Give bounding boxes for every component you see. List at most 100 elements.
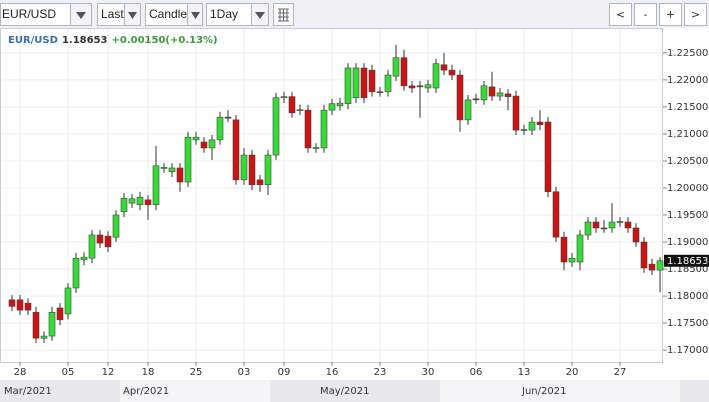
candle-body bbox=[552, 191, 560, 238]
candle-body bbox=[112, 214, 120, 238]
x-tick-label: 23 bbox=[374, 367, 387, 378]
nav-button-box bbox=[634, 3, 657, 26]
nav-button-box bbox=[609, 3, 632, 26]
candle-body bbox=[616, 221, 624, 223]
candle-body bbox=[472, 98, 480, 101]
candle-body bbox=[120, 197, 128, 213]
x-tick-label: 25 bbox=[190, 367, 203, 378]
y-tick-label: 1.17000 bbox=[667, 345, 708, 356]
candle-body bbox=[192, 136, 200, 141]
candle-body bbox=[336, 102, 344, 107]
period-label: Mar/2021 bbox=[4, 386, 52, 397]
candle-body bbox=[40, 335, 48, 339]
period-band bbox=[440, 380, 680, 402]
candle-body bbox=[32, 311, 40, 339]
y-tick-label: 1.21500 bbox=[667, 102, 708, 113]
nav-button[interactable]: - bbox=[634, 3, 657, 26]
candle-body bbox=[640, 241, 648, 269]
candle-body bbox=[256, 179, 264, 186]
y-tick-label: 1.20000 bbox=[667, 183, 708, 194]
settings-button[interactable] bbox=[273, 3, 294, 26]
y-tick-label: 1.19000 bbox=[667, 237, 708, 248]
nav-button-text: + bbox=[666, 8, 675, 21]
candle-body bbox=[128, 198, 136, 204]
candle-body bbox=[232, 119, 240, 181]
candle-body bbox=[272, 97, 280, 156]
header: EUR/USD 1.18653 +0.00150(+0.13%) bbox=[8, 35, 218, 46]
candle-body bbox=[80, 256, 88, 261]
price-type-text: Last bbox=[101, 7, 124, 21]
y-tick-label: 1.17500 bbox=[667, 318, 708, 329]
candle-body bbox=[584, 221, 592, 236]
x-tick-label: 20 bbox=[566, 367, 579, 378]
x-tick-label: 18 bbox=[142, 367, 155, 378]
x-tick-label: 06 bbox=[470, 367, 483, 378]
labels: 1.17000 1.17500 1.18000 1.18500 1.19000 1.195… bbox=[4, 48, 709, 397]
header-change: +0.00150(+0.13%) bbox=[111, 35, 217, 46]
candle-body bbox=[136, 196, 144, 206]
candle-body bbox=[168, 167, 176, 173]
candle-body bbox=[16, 299, 24, 311]
candle-body bbox=[624, 221, 632, 229]
candle-body bbox=[64, 287, 72, 315]
symbol-select[interactable]: EUR/USD bbox=[0, 3, 92, 26]
style-select[interactable]: Candle bbox=[145, 3, 203, 26]
header-symbol: EUR/USD bbox=[8, 35, 58, 46]
x-tick-label: 13 bbox=[518, 367, 531, 378]
candle-body bbox=[200, 141, 208, 149]
candle-body bbox=[536, 121, 544, 126]
candle-body bbox=[608, 221, 616, 229]
candle-body bbox=[368, 69, 376, 93]
toolbar: EUR/USD Last Candle 1Day bbox=[0, 3, 294, 26]
x-tick-label: 12 bbox=[102, 367, 115, 378]
nav-buttons: < - + > bbox=[609, 3, 707, 26]
last-price-box bbox=[664, 254, 709, 267]
nav-button[interactable]: > bbox=[684, 3, 707, 26]
candle-body bbox=[312, 147, 320, 149]
candle-body bbox=[160, 167, 168, 169]
candle-body bbox=[568, 257, 576, 263]
candle-body bbox=[576, 234, 584, 263]
candle-body bbox=[88, 234, 96, 259]
candle-body bbox=[264, 154, 272, 186]
period-label: May/2021 bbox=[320, 386, 370, 397]
candle-body bbox=[592, 221, 600, 229]
y-tick-label: 1.20500 bbox=[667, 156, 708, 167]
candle-body bbox=[8, 299, 16, 307]
candle-body bbox=[424, 84, 432, 89]
interval-text: 1Day bbox=[210, 7, 238, 21]
candle-body bbox=[72, 257, 80, 289]
candle-body bbox=[440, 64, 448, 71]
y-tick-label: 1.22000 bbox=[667, 75, 708, 86]
x-tick-label: 16 bbox=[326, 367, 339, 378]
candle-body bbox=[432, 63, 440, 89]
candle-body bbox=[144, 199, 152, 206]
nav-button[interactable]: < bbox=[609, 3, 632, 26]
symbol-text: EUR/USD bbox=[2, 7, 56, 21]
nav-button-box bbox=[684, 3, 707, 26]
period-band bbox=[120, 380, 270, 402]
period-label: Apr/2021 bbox=[123, 386, 169, 397]
x-tick-label: 09 bbox=[278, 367, 291, 378]
y-tick-label: 1.19500 bbox=[667, 210, 708, 221]
candle-body bbox=[512, 95, 520, 131]
price-type-select[interactable]: Last bbox=[97, 3, 141, 26]
candle-body bbox=[296, 109, 304, 111]
candle-body bbox=[416, 85, 424, 88]
nav-button-box bbox=[659, 3, 682, 26]
interval-select[interactable]: 1Day bbox=[206, 3, 269, 26]
y-tick-label: 1.21000 bbox=[667, 129, 708, 140]
candle-body bbox=[320, 109, 328, 149]
candle-body bbox=[448, 69, 456, 76]
candle-body bbox=[152, 165, 160, 206]
candle-body bbox=[216, 116, 224, 141]
candle-body bbox=[184, 136, 192, 183]
candle-body bbox=[280, 96, 288, 99]
nav-button[interactable]: + bbox=[659, 3, 682, 26]
x-tick-label: 05 bbox=[62, 367, 75, 378]
header-last: 1.18653 bbox=[62, 35, 108, 46]
candle-body bbox=[456, 74, 464, 121]
period-label: Jun/2021 bbox=[521, 386, 566, 397]
